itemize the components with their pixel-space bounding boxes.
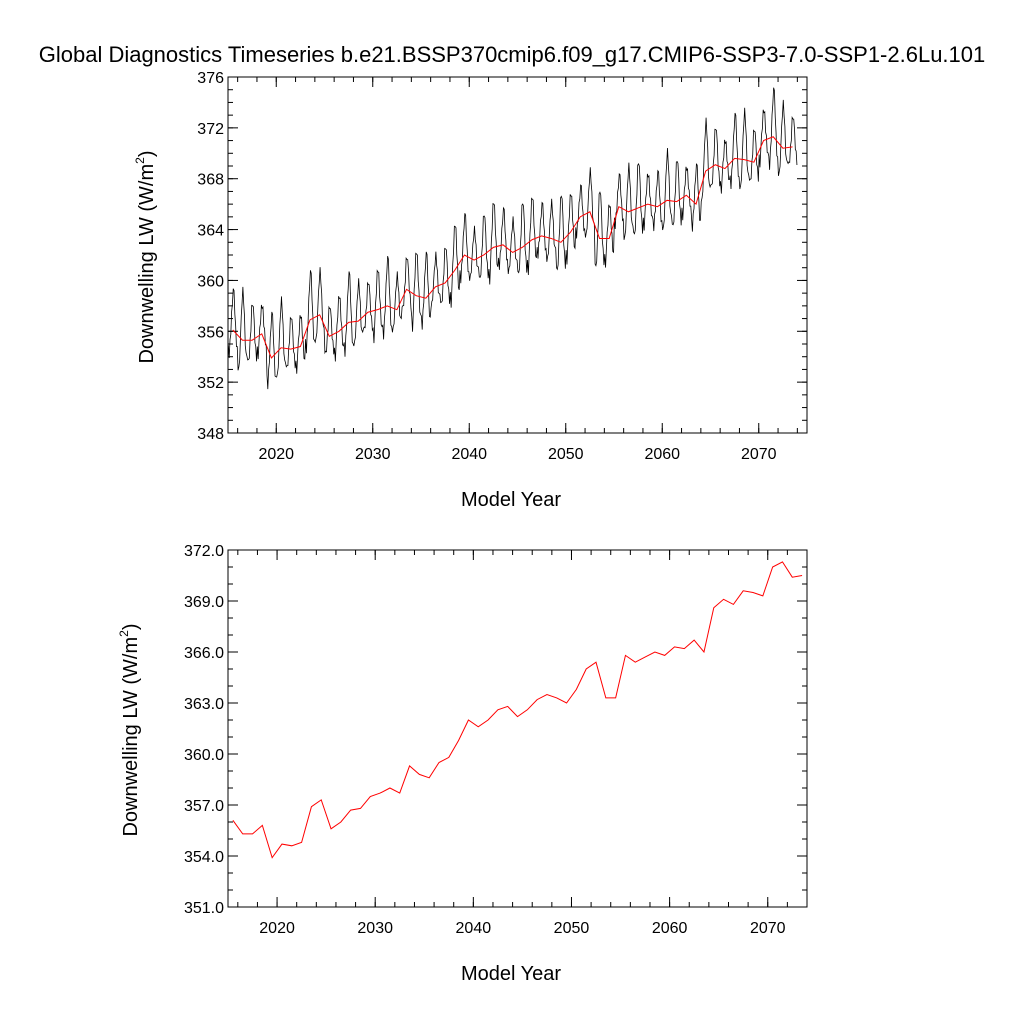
- bottom-y-tick-label: 372.0: [184, 543, 224, 560]
- top-x-tick-label: 2070: [741, 446, 777, 463]
- top-annual-mean-line: [232, 136, 793, 359]
- bottom-x-tick-label: 2060: [652, 920, 688, 937]
- bottom-x-tick-label: 2070: [750, 920, 786, 937]
- bottom-x-tick-labels: 2020 2030 2040 2050 2060 2070: [259, 920, 785, 937]
- top-y-axis-label: Downwelling LW (W/m2): [133, 150, 158, 363]
- bottom-x-tick-label: 2020: [259, 920, 295, 937]
- bottom-x-tick-label: 2040: [456, 920, 492, 937]
- top-x-tick-label: 2060: [644, 446, 680, 463]
- top-y-tick-label: 352: [197, 375, 224, 392]
- bottom-y-tick-label: 360.0: [184, 747, 224, 764]
- figure-title: Global Diagnostics Timeseries b.e21.BSSP…: [39, 42, 986, 67]
- bottom-y-axis-label: Downwelling LW (W/m2): [117, 623, 142, 836]
- bottom-panel: 351.0 354.0 357.0 360.0 363.0 366.0 369.0 372.0…: [117, 543, 808, 985]
- bottom-x-axis-label: Model Year: [461, 963, 561, 985]
- top-plot-frame: [227, 76, 808, 434]
- bottom-major-ticks: [228, 549, 807, 908]
- top-x-tick-labels: 2020 2030 2040 2050 2060 2070: [258, 446, 776, 463]
- bottom-y-tick-label: 366.0: [184, 645, 224, 662]
- top-y-tick-label: 372: [197, 121, 224, 138]
- top-x-tick-label: 2020: [258, 446, 294, 463]
- top-y-tick-label: 376: [197, 70, 224, 87]
- top-monthly-line: [228, 87, 798, 390]
- bottom-y-tick-label: 351.0: [184, 900, 224, 917]
- bottom-y-tick-label: 357.0: [184, 798, 224, 815]
- bottom-x-tick-label: 2050: [554, 920, 590, 937]
- top-y-tick-labels: 348 352 356 360 364 368 372 376: [197, 70, 224, 443]
- bottom-annual-series: [232, 561, 803, 859]
- bottom-minor-ticks: [228, 549, 808, 908]
- top-y-tick-label: 348: [197, 426, 224, 443]
- bottom-y-tick-labels: 351.0 354.0 357.0 360.0 363.0 366.0 369.0 372.0: [184, 543, 224, 917]
- bottom-annual-mean-line: [232, 561, 803, 859]
- top-x-tick-label: 2030: [355, 446, 391, 463]
- top-x-axis-label: Model Year: [461, 489, 561, 511]
- bottom-y-tick-label: 354.0: [184, 849, 224, 866]
- bottom-x-tick-label: 2030: [357, 920, 393, 937]
- top-x-tick-label: 2040: [451, 446, 487, 463]
- bottom-y-tick-label: 369.0: [184, 594, 224, 611]
- top-y-tick-label: 356: [197, 324, 224, 341]
- top-minor-ticks: [228, 76, 807, 434]
- top-monthly-series: [228, 87, 798, 390]
- top-y-tick-label: 364: [197, 223, 224, 240]
- top-y-tick-label: 368: [197, 172, 224, 189]
- bottom-y-tick-label: 363.0: [184, 696, 224, 713]
- top-x-tick-label: 2050: [548, 446, 584, 463]
- bottom-plot-frame: [227, 549, 808, 908]
- top-y-tick-label: 360: [197, 273, 224, 290]
- top-major-ticks: [228, 76, 807, 434]
- top-panel: 348 352 356 360 364 368 372 376 2020 2030 2040 205…: [133, 70, 808, 511]
- top-annual-series: [232, 136, 793, 359]
